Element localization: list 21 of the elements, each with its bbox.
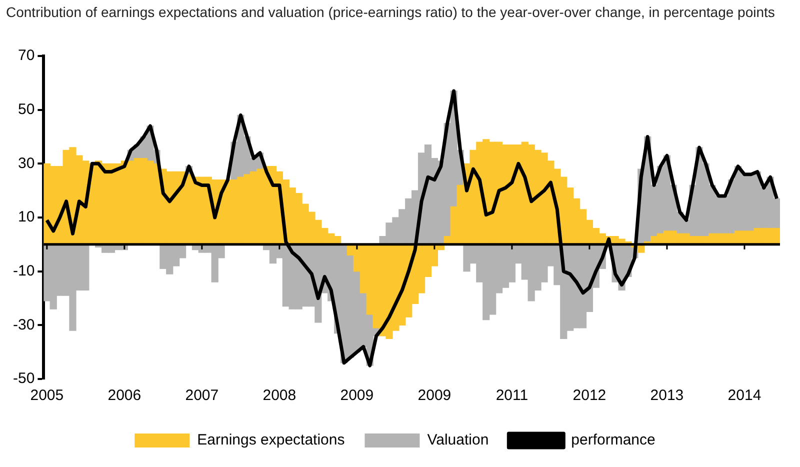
x-tick-label: 2008 xyxy=(262,387,296,404)
y-tick-label: -50 xyxy=(12,370,35,388)
x-tick-label: 2011 xyxy=(496,387,528,404)
y-tick-label: 70 xyxy=(18,47,35,64)
legend-label: Valuation xyxy=(427,432,489,449)
chart-title: Contribution of earnings expectations and valuation (price-earnings ratio) to the year-over-over change, in percentage points xyxy=(6,4,776,21)
x-tick-label: 2006 xyxy=(108,387,142,404)
y-tick-label: 30 xyxy=(18,154,35,172)
x-tick-label: 2013 xyxy=(650,387,684,404)
x-tick-label: 2009 xyxy=(340,387,374,404)
x-tick-label: 2012 xyxy=(572,387,606,404)
legend-label: Earnings expectations xyxy=(197,432,345,449)
y-tick-label: -30 xyxy=(12,316,35,334)
y-tick-label: 10 xyxy=(18,208,35,226)
x-tick-label: 2009 xyxy=(418,387,452,404)
x-tick-label: 2007 xyxy=(185,387,219,404)
x-tick-label: 2005 xyxy=(30,387,64,404)
legend-label: performance xyxy=(571,432,656,449)
x-tick-label: 2014 xyxy=(728,387,762,404)
y-tick-label: 50 xyxy=(18,100,35,118)
y-tick-label: -10 xyxy=(12,262,35,280)
